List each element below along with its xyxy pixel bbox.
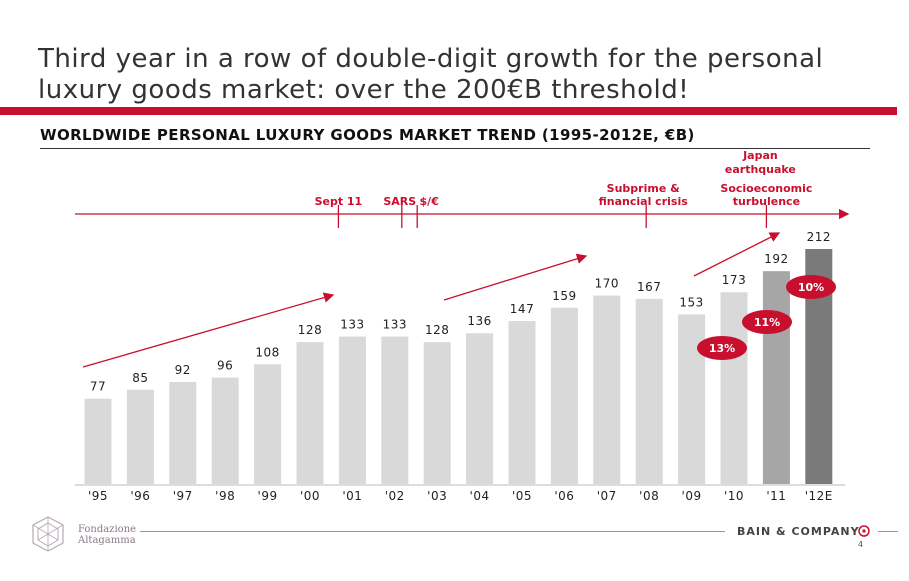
event-label: earthquake: [725, 163, 796, 176]
bar-value-label: 153: [679, 295, 703, 309]
growth-badge-label: 10%: [798, 281, 824, 294]
chart-title: WORLDWIDE PERSONAL LUXURY GOODS MARKET T…: [40, 126, 695, 144]
bar-value-label: 77: [90, 380, 106, 394]
growth-badge: [697, 336, 747, 360]
bar-value-label: 96: [217, 359, 233, 373]
x-tick-label: '03: [427, 489, 447, 503]
bar-value-label: 159: [552, 289, 576, 303]
bar-value-label: 92: [175, 363, 191, 377]
bar-value-label: 108: [255, 345, 279, 359]
altagamma-logo: Fondazione Altagamma: [28, 514, 168, 554]
bar-97: [169, 382, 197, 484]
x-tick-label: '02: [385, 489, 405, 503]
bar-11: [762, 271, 790, 484]
bar-value-label: 85: [132, 371, 148, 385]
bar-95: [84, 398, 112, 484]
growth-badge: [742, 310, 792, 334]
event-label: Sept 11: [315, 195, 363, 208]
bar-value-label: 136: [467, 314, 491, 328]
x-tick-label: '01: [342, 489, 362, 503]
x-tick-label: '07: [597, 489, 617, 503]
bar-08: [635, 298, 663, 484]
x-tick-label: '12E: [805, 489, 833, 503]
event-label: financial crisis: [599, 195, 689, 208]
event-label: turbulence: [733, 195, 800, 208]
footer-rule: [140, 531, 725, 532]
event-label: Japan: [742, 149, 778, 162]
bain-logo-text: BAIN & COMPANY: [737, 525, 860, 538]
bar-value-label: 128: [425, 323, 449, 337]
bar-07: [593, 295, 621, 484]
bar-02: [381, 336, 409, 484]
x-tick-label: '99: [258, 489, 278, 503]
event-label: SARS: [383, 195, 416, 208]
bar-value-label: 133: [383, 318, 407, 332]
x-tick-label: '08: [639, 489, 659, 503]
event-label: $/€: [420, 195, 439, 208]
trend-arrow: [82, 292, 335, 368]
growth-badge-label: 11%: [754, 316, 780, 329]
growth-badge-label: 13%: [709, 342, 735, 355]
x-tick-label: '10: [724, 489, 744, 503]
trend-arrow: [693, 232, 781, 277]
slide-title: Third year in a row of double-digit grow…: [38, 44, 824, 105]
bar-value-label: 133: [340, 318, 364, 332]
x-tick-label: '05: [512, 489, 532, 503]
bar-05: [508, 321, 536, 484]
x-tick-label: '96: [130, 489, 150, 503]
bar-99: [254, 364, 282, 484]
chart-title-rule: [40, 148, 870, 149]
x-tick-label: '09: [682, 489, 702, 503]
event-label: Socioeconomic: [720, 182, 812, 195]
bar-value-label: 212: [807, 230, 831, 244]
bain-logo-icon: [858, 525, 870, 537]
bar-value-label: 173: [722, 273, 746, 287]
trend-arrow: [443, 253, 588, 301]
title-rule: [0, 107, 897, 115]
bar-value-label: 192: [764, 252, 788, 266]
x-tick-label: '04: [470, 489, 490, 503]
bar-98: [211, 377, 239, 484]
x-tick-label: '06: [554, 489, 574, 503]
x-tick-label: '98: [215, 489, 235, 503]
bar-value-label: 170: [595, 277, 619, 291]
bar-value-label: 128: [298, 323, 322, 337]
page-number: 4: [858, 540, 864, 549]
bar-09: [678, 314, 706, 484]
bar-96: [126, 389, 154, 484]
bar-04: [466, 333, 494, 484]
bar-01: [338, 336, 366, 484]
x-tick-label: '00: [300, 489, 320, 503]
altagamma-logo-text: Fondazione Altagamma: [78, 524, 137, 546]
bar-value-label: 167: [637, 280, 661, 294]
bar-06: [550, 307, 578, 484]
x-tick-label: '97: [173, 489, 193, 503]
x-tick-label: '11: [766, 489, 786, 503]
x-tick-label: '95: [88, 489, 108, 503]
altagamma-logo-icon: [32, 516, 64, 552]
growth-badge: [786, 275, 836, 299]
footer-rule-end: [878, 531, 898, 532]
bar-00: [296, 342, 324, 484]
bar-03: [423, 342, 451, 484]
bar-value-label: 147: [510, 302, 534, 316]
event-label: Subprime &: [607, 182, 680, 195]
